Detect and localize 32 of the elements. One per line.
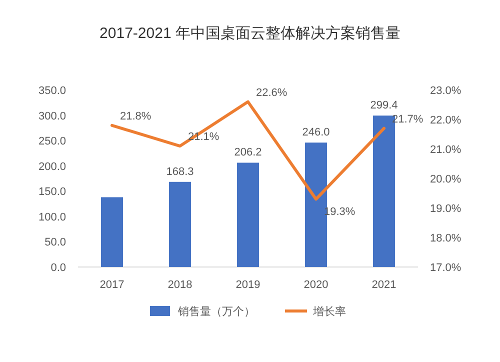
- y-tick-label: 300.0: [38, 110, 66, 122]
- data-label: 21.8%: [120, 110, 152, 122]
- chart-title: 2017-2021 年中国桌面云整体解决方案销售量: [100, 25, 400, 42]
- x-tick-label: 2018: [168, 279, 192, 291]
- y2-tick-label: 17.0%: [430, 262, 462, 274]
- x-tick-label: 2019: [236, 279, 260, 291]
- data-label: 22.6%: [256, 86, 288, 99]
- y2-tick-label: 23.0%: [430, 85, 462, 97]
- y-tick-label: 200.0: [38, 160, 66, 173]
- data-label: 206.2: [234, 146, 262, 159]
- y-tick-label: 350.0: [38, 85, 66, 97]
- y-tick-label: 150.0: [38, 186, 66, 198]
- y2-tick-label: 21.0%: [430, 144, 462, 156]
- x-tick-label: 2017: [100, 279, 124, 291]
- y2-tick-label: 22.0%: [430, 114, 462, 126]
- data-label: 246.0: [302, 126, 330, 139]
- y-tick-label: 50.0: [44, 236, 66, 249]
- y2-tick-label: 19.0%: [430, 203, 462, 215]
- legend-label: 增长率: [312, 305, 346, 318]
- bar: [101, 197, 123, 267]
- y-tick-label: 250.0: [38, 136, 66, 148]
- y2-tick-label: 20.0%: [430, 174, 462, 186]
- x-tick-label: 2021: [372, 279, 396, 291]
- bar: [237, 162, 259, 267]
- data-label: 168.3: [166, 166, 194, 178]
- bar: [169, 182, 191, 267]
- y2-tick-label: 18.0%: [430, 232, 462, 244]
- data-label: 299.4: [370, 100, 398, 112]
- y-tick-label: 100.0: [38, 211, 66, 224]
- legend-label: 销售量（万个）: [177, 306, 255, 318]
- x-tick-label: 2020: [304, 279, 328, 291]
- y-tick-label: 0.0: [50, 262, 66, 274]
